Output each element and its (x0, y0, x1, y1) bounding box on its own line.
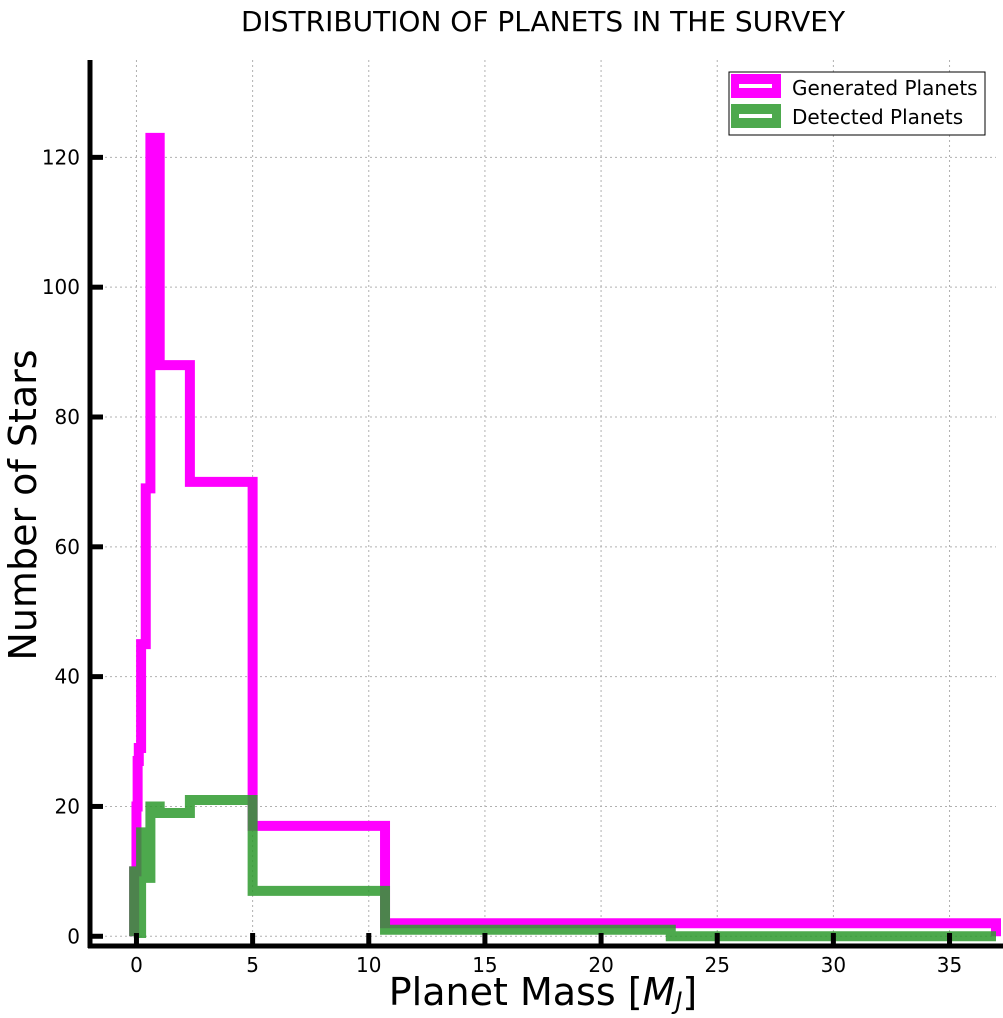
y-tick-label: 120 (42, 145, 80, 169)
x-tick-label: 35 (937, 953, 962, 977)
y-tick-label: 40 (55, 665, 80, 689)
legend-item-detected: Detected Planets (731, 104, 963, 129)
grid (90, 60, 996, 946)
x-axis-label-sub: J (671, 987, 682, 1015)
y-tick-label: 80 (55, 405, 80, 429)
legend-label-detected: Detected Planets (792, 105, 963, 129)
x-axis-label-suffix: ] (682, 970, 697, 1014)
x-axis-label: Planet Mass [MJ] (389, 970, 697, 1015)
chart-title: DISTRIBUTION OF PLANETS IN THE SURVEY (241, 5, 846, 38)
series-layer (129, 132, 1001, 942)
y-tick-label: 20 (55, 794, 80, 818)
x-tick-label: 5 (246, 953, 259, 977)
y-tick-label: 60 (55, 535, 80, 559)
legend-item-generated: Generated Planets (731, 74, 978, 100)
axes (87, 60, 1003, 949)
ticks: 0 5 10 15 20 25 30 35 0 20 40 60 80 100 120 (42, 145, 962, 977)
series-detected-step-line (129, 794, 996, 942)
x-tick-label: 10 (356, 953, 381, 977)
x-axis-label-var: M (643, 970, 676, 1014)
y-tick-label: 0 (67, 924, 80, 948)
x-tick-label: 25 (705, 953, 730, 977)
x-tick-label: 30 (821, 953, 846, 977)
x-tick-label: 20 (588, 953, 613, 977)
series-generated-step-line (129, 132, 1001, 937)
y-axis-label: Number of Stars (1, 349, 45, 660)
x-tick-label: 15 (472, 953, 497, 977)
x-tick-label: 0 (130, 953, 143, 977)
y-tick-label: 100 (42, 275, 80, 299)
x-axis-label-prefix: Planet Mass [ (389, 970, 643, 1014)
legend-label-generated: Generated Planets (792, 76, 978, 100)
legend: Generated Planets Detected Planets (728, 71, 986, 136)
